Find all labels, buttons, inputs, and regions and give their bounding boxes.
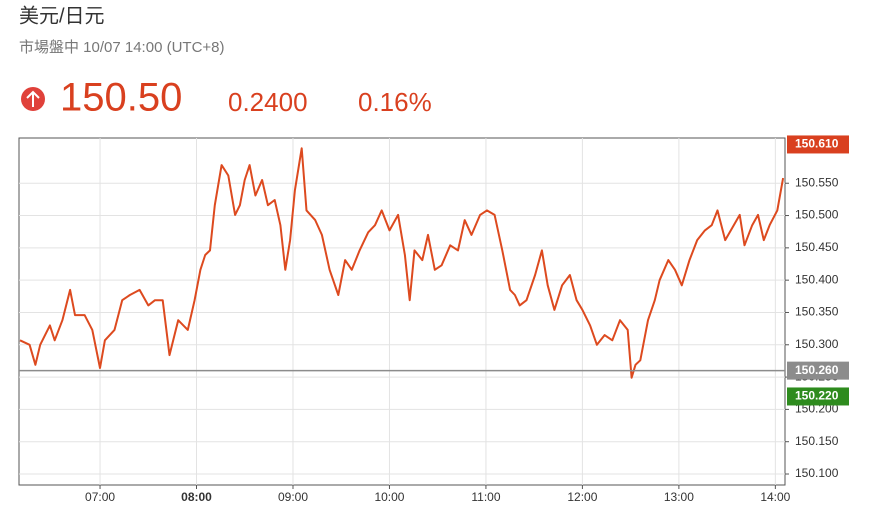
plot-frame <box>18 137 786 486</box>
y-tick-label: 150.100 <box>795 466 839 480</box>
price: 150.50 <box>60 76 182 120</box>
x-tick-label: 08:00 <box>181 490 212 504</box>
x-tick-label: 12:00 <box>567 490 597 504</box>
change: 0.2400 <box>228 87 308 117</box>
marker-flag <box>787 135 849 154</box>
marker-label: 150.260 <box>795 363 839 377</box>
y-tick-label: 150.300 <box>795 337 839 351</box>
change-percent: 0.16% <box>358 87 432 117</box>
marker-flag <box>787 387 849 406</box>
y-tick-label: 150.500 <box>795 208 839 222</box>
marker-flag <box>787 361 849 380</box>
title: 美元/日元 <box>19 4 105 27</box>
x-tick-label: 09:00 <box>278 490 308 504</box>
x-tick-label: 14:00 <box>760 490 790 504</box>
price-line <box>19 147 785 379</box>
y-tick-label: 150.550 <box>795 175 839 189</box>
marker-label: 150.220 <box>795 389 839 403</box>
x-tick-label: 11:00 <box>471 490 500 504</box>
marker-label: 150.610 <box>795 137 839 151</box>
y-tick-label: 150.450 <box>795 240 839 254</box>
x-tick-label: 13:00 <box>664 490 694 504</box>
subtitle: 市場盤中 10/07 14:00 (UTC+8) <box>19 39 225 56</box>
x-tick-label: 10:00 <box>374 490 404 504</box>
y-tick-label: 150.400 <box>795 272 839 286</box>
up-icon <box>21 87 45 111</box>
x-tick-label: 07:00 <box>85 490 115 504</box>
y-tick-label: 150.150 <box>795 434 839 448</box>
y-tick-label: 150.350 <box>795 305 839 319</box>
